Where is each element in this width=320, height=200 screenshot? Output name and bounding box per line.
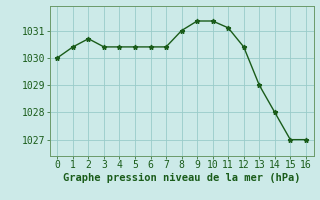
X-axis label: Graphe pression niveau de la mer (hPa): Graphe pression niveau de la mer (hPa) <box>63 173 300 183</box>
